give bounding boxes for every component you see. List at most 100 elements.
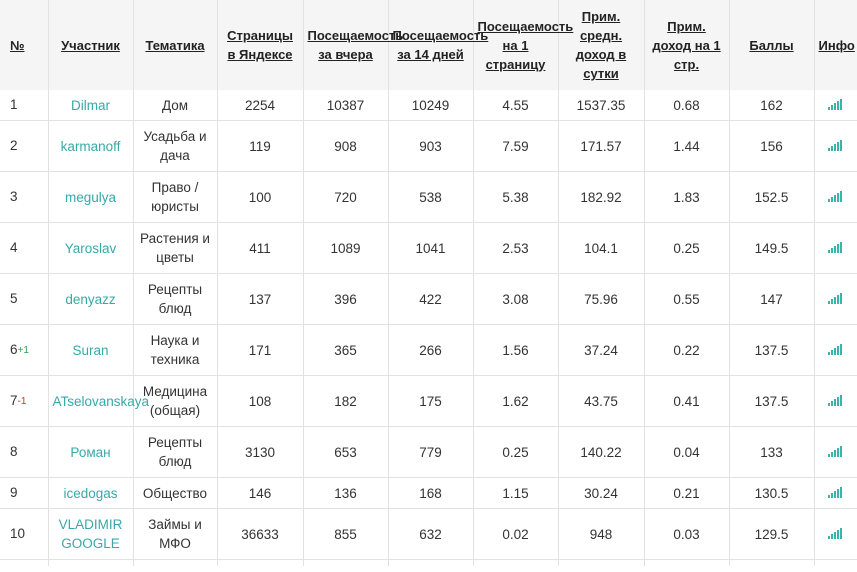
signal-bars-icon[interactable] — [827, 394, 844, 406]
header-visits-per-page[interactable]: Посещаемость на 1 страницу — [473, 0, 573, 90]
info-cell — [814, 508, 857, 560]
rank-number: 1 — [10, 96, 18, 112]
rank-number: 2 — [10, 137, 18, 153]
signal-bars-icon[interactable] — [827, 343, 844, 355]
participant-link[interactable]: Suran — [72, 342, 109, 358]
rank-cell: 8 — [0, 426, 49, 478]
income-per-page-cell: 0.25 — [644, 222, 730, 274]
visits-14-days-cell: 632 — [388, 508, 474, 560]
signal-bars-icon[interactable] — [827, 445, 844, 457]
table-row: 2 karmanoff Усадьба и дача 119 908 903 7… — [0, 120, 857, 172]
score-cell: 137.5 — [729, 375, 815, 427]
participant-link[interactable]: icedogas — [63, 485, 118, 501]
visits-yesterday-cell: 908 — [303, 120, 389, 172]
info-cell — [814, 273, 857, 325]
header-income-per-day[interactable]: Прим. средн. доход в сутки — [558, 0, 645, 90]
participant-link[interactable]: Dilmar — [71, 97, 110, 113]
signal-bars-icon[interactable] — [827, 486, 844, 498]
visits-per-page-cell: 0.02 — [473, 508, 559, 560]
topic-cell: Общество — [133, 477, 218, 509]
rank-number: 3 — [10, 188, 18, 204]
participant-link[interactable]: Роман — [70, 444, 111, 460]
participant-cell: karmanoff — [48, 120, 134, 172]
participant-link[interactable]: karmanoff — [60, 138, 121, 154]
income-per-page-cell: 0.04 — [644, 426, 730, 478]
rank-change: -1 — [17, 395, 27, 407]
header-participant[interactable]: Участник — [48, 0, 134, 90]
rank-number: 9 — [10, 484, 18, 500]
participant-link[interactable]: megulya — [64, 189, 117, 205]
visits-per-page-cell: 1.56 — [473, 324, 559, 376]
header-visits-yesterday[interactable]: Посещаемость за вчера — [303, 0, 403, 90]
score-cell: 156 — [729, 120, 815, 172]
income-per-day-cell: 43.75 — [558, 375, 645, 427]
participant-link[interactable]: ATselovanskaya — [52, 393, 150, 409]
visits-yesterday-cell: 136 — [303, 477, 389, 509]
visits-yesterday-cell: 182 — [303, 375, 389, 427]
signal-bars-icon[interactable] — [827, 292, 844, 304]
header-visits-14-days[interactable]: Посещаемость за 14 дней — [388, 0, 488, 90]
score-cell: 162 — [729, 90, 815, 121]
topic-cell: Дом — [133, 90, 218, 121]
header-income-per-page[interactable]: Прим. доход на 1 стр. — [644, 0, 730, 90]
table-row: 6+1 Suran Наука и техника 171 365 266 1.… — [0, 324, 857, 376]
score-cell: 133 — [729, 426, 815, 478]
income-per-day-cell: 75.96 — [558, 273, 645, 325]
visits-14-days-cell: 538 — [388, 171, 474, 223]
header-pages[interactable]: Страницы в Яндексе — [217, 0, 304, 90]
visits-per-page-cell: 1.15 — [473, 477, 559, 509]
topic-cell: Право / юристы — [133, 171, 218, 223]
signal-bars-icon[interactable] — [827, 190, 844, 202]
header-topic[interactable]: Тематика — [133, 0, 218, 90]
empty-cell — [0, 559, 49, 566]
table-row: 7-1 ATselovanskaya Медицина (общая) 108 … — [0, 375, 857, 427]
pages-cell: 2254 — [217, 90, 304, 121]
participant-link[interactable]: VLADIMIR GOOGLE — [58, 517, 123, 551]
visits-yesterday-cell: 720 — [303, 171, 389, 223]
table-row — [0, 559, 857, 567]
participant-cell: icedogas — [48, 477, 134, 509]
table-row: 8 Роман Рецепты блюд 3130 653 779 0.25 1… — [0, 426, 857, 478]
topic-cell: Рецепты блюд — [133, 426, 218, 478]
topic-cell: Наука и техника — [133, 324, 218, 376]
empty-cell — [303, 559, 389, 566]
info-cell — [814, 324, 857, 376]
visits-per-page-cell: 5.38 — [473, 171, 559, 223]
income-per-day-cell: 1537.35 — [558, 90, 645, 121]
visits-yesterday-cell: 1089 — [303, 222, 389, 274]
empty-cell — [558, 559, 645, 566]
empty-cell — [388, 559, 474, 566]
visits-per-page-cell: 2.53 — [473, 222, 559, 274]
participant-link[interactable]: Yaroslav — [64, 240, 117, 256]
signal-bars-icon[interactable] — [827, 241, 844, 253]
pages-cell: 100 — [217, 171, 304, 223]
header-num[interactable]: № — [0, 0, 49, 90]
header-info[interactable]: Инфо — [814, 0, 857, 90]
signal-bars-icon[interactable] — [827, 139, 844, 151]
income-per-page-cell: 0.22 — [644, 324, 730, 376]
rank-number: 4 — [10, 239, 18, 255]
rank-cell: 9 — [0, 477, 49, 509]
participant-link[interactable]: denyazz — [65, 291, 116, 307]
signal-bars-icon[interactable] — [827, 527, 844, 539]
header-score[interactable]: Баллы — [729, 0, 815, 90]
income-per-page-cell: 0.55 — [644, 273, 730, 325]
income-per-day-cell: 104.1 — [558, 222, 645, 274]
visits-14-days-cell: 175 — [388, 375, 474, 427]
pages-cell: 36633 — [217, 508, 304, 560]
table-row: 5 denyazz Рецепты блюд 137 396 422 3.08 … — [0, 273, 857, 325]
empty-cell — [814, 560, 857, 567]
score-cell: 149.5 — [729, 222, 815, 274]
info-cell — [814, 375, 857, 427]
signal-bars-icon[interactable] — [827, 98, 844, 110]
rank-cell: 1 — [0, 90, 49, 121]
pages-cell: 171 — [217, 324, 304, 376]
visits-yesterday-cell: 365 — [303, 324, 389, 376]
rank-cell: 10 — [0, 508, 49, 560]
pages-cell: 146 — [217, 477, 304, 509]
pages-cell: 3130 — [217, 426, 304, 478]
income-per-day-cell: 171.57 — [558, 120, 645, 172]
table-row: 9 icedogas Общество 146 136 168 1.15 30.… — [0, 477, 857, 509]
info-cell — [814, 90, 857, 121]
income-per-page-cell: 0.68 — [644, 90, 730, 121]
